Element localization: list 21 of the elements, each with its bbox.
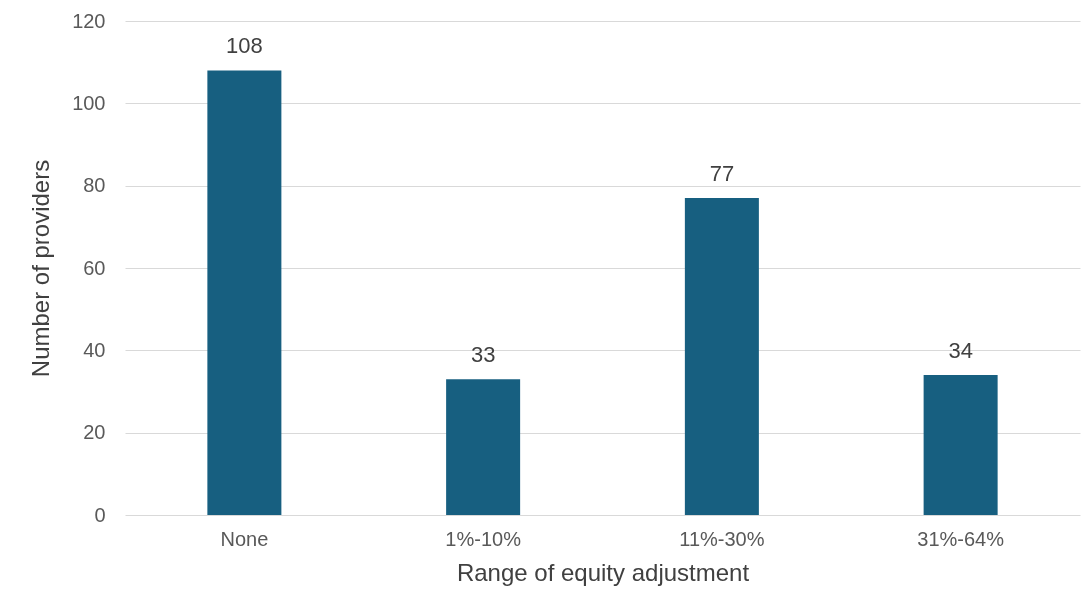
x-tick-label: 11%-30%	[679, 527, 765, 550]
y-axis-title: Number of providers	[27, 159, 55, 378]
data-label: 34	[948, 338, 973, 364]
bar	[207, 70, 282, 515]
bar	[923, 375, 998, 515]
y-tick-label: 0	[94, 503, 106, 526]
bar	[684, 198, 759, 515]
data-label: 33	[470, 342, 496, 368]
bar	[446, 379, 521, 515]
y-tick-label: 80	[83, 174, 106, 197]
x-tick-label: 31%-64%	[917, 527, 1005, 550]
y-tick-label: 60	[83, 256, 106, 279]
x-tick-label: 1%-10%	[445, 527, 522, 550]
data-label: 77	[709, 161, 735, 187]
data-label: 108	[226, 33, 263, 59]
x-tick-label: None	[220, 527, 269, 550]
y-tick-label: 100	[72, 91, 106, 114]
y-tick-label: 20	[83, 421, 106, 444]
y-tick-label: 120	[72, 9, 106, 32]
x-axis-title: Range of equity adjustment	[456, 558, 750, 586]
y-tick-label: 40	[83, 338, 106, 361]
